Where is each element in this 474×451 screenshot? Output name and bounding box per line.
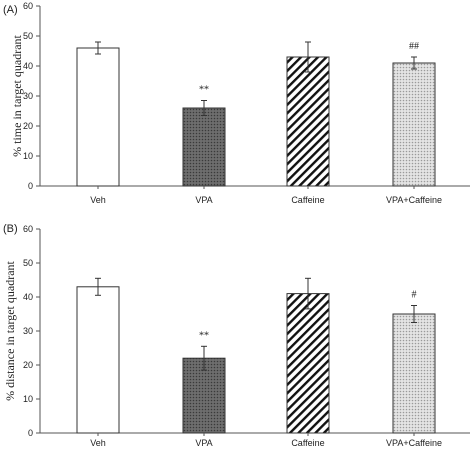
x-tick-label: VPA <box>195 195 212 205</box>
panel-a: (A) % time in target quadrant 0 10 20 30 40 5… <box>3 1 470 205</box>
x-tick-label: VPA+Caffeine <box>386 195 442 205</box>
x-tick-label: Caffeine <box>291 195 324 205</box>
x-tick-label: Caffeine <box>291 438 324 448</box>
bar <box>392 62 436 187</box>
bar <box>392 313 436 434</box>
panel-b: (B) % distance in target quadrant 0 10 20 3… <box>3 223 470 448</box>
x-tick-label: Veh <box>90 195 106 205</box>
y-tick-label: 10 <box>23 394 33 404</box>
y-tick-label: 10 <box>23 151 33 161</box>
y-tick-label: 30 <box>23 91 33 101</box>
y-tick-label: 50 <box>23 31 33 41</box>
y-axis-label: % time in target quadrant <box>10 34 24 156</box>
x-tick-label: VPA+Caffeine <box>386 438 442 448</box>
significance-label: # <box>412 290 417 301</box>
y-tick-label: 20 <box>23 360 33 370</box>
y-tick-label: 40 <box>23 61 33 71</box>
significance-label: ## <box>409 41 419 52</box>
x-tick-label: VPA <box>195 438 212 448</box>
y-tick-label: 40 <box>23 292 33 302</box>
panel-label: (B) <box>3 223 18 235</box>
y-tick-label: 0 <box>28 428 33 438</box>
y-tick-label: 60 <box>23 1 33 11</box>
bar <box>286 293 330 434</box>
y-tick-label: 20 <box>23 121 33 131</box>
bar <box>76 286 120 434</box>
y-tick-label: 0 <box>28 181 33 191</box>
y-axis-label: % distance in target quadrant <box>3 260 17 400</box>
significance-label: ** <box>199 330 209 341</box>
y-tick-label: 30 <box>23 326 33 336</box>
y-tick-label: 50 <box>23 258 33 268</box>
significance-label: ** <box>199 85 209 96</box>
x-tick-label: Veh <box>90 438 106 448</box>
bar <box>76 47 120 187</box>
bar <box>182 107 226 187</box>
bar <box>286 56 330 187</box>
panel-label: (A) <box>3 4 18 16</box>
y-tick-label: 60 <box>23 224 33 234</box>
